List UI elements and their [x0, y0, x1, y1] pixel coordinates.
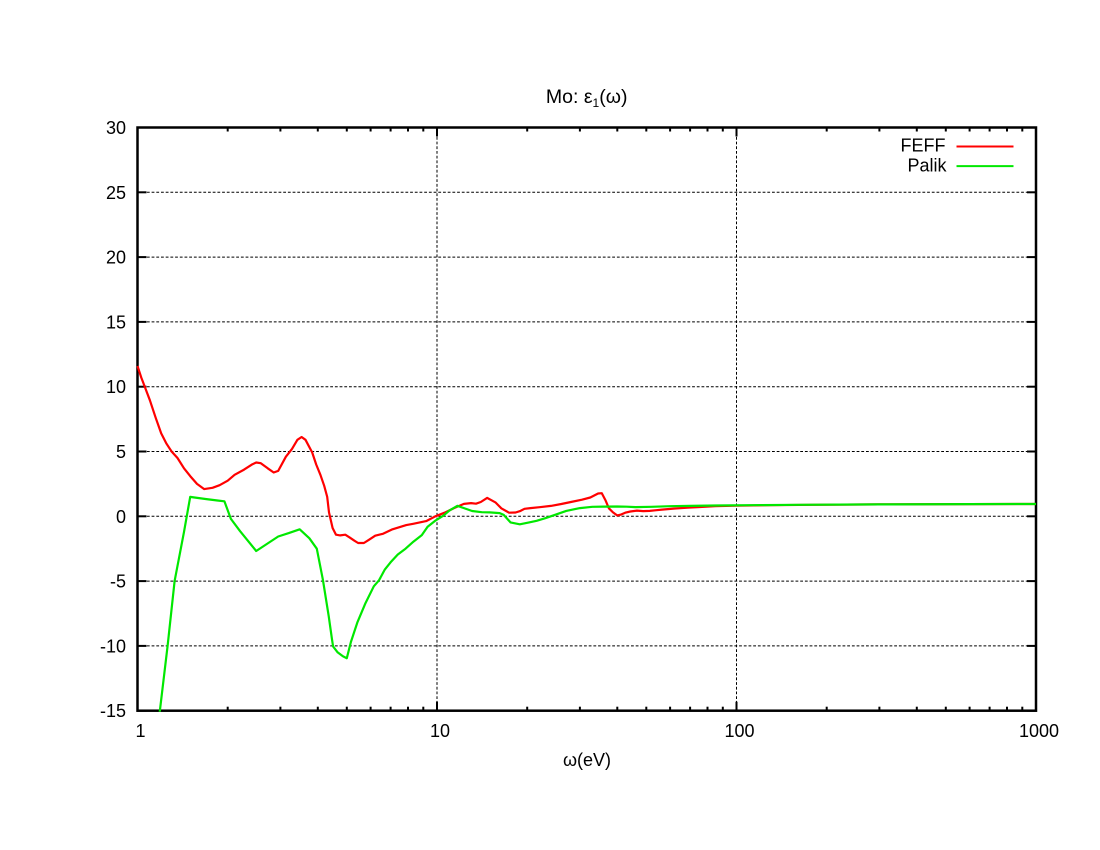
svg-text:Mo: ε1(ω): Mo: ε1(ω) — [546, 86, 628, 110]
svg-text:FEFF: FEFF — [901, 136, 946, 156]
svg-text:30: 30 — [106, 118, 126, 138]
svg-text:0: 0 — [116, 507, 126, 527]
svg-text:100: 100 — [724, 721, 754, 741]
svg-text:15: 15 — [106, 312, 126, 332]
svg-text:-5: -5 — [110, 572, 126, 592]
svg-text:5: 5 — [116, 442, 126, 462]
svg-text:1000: 1000 — [1019, 721, 1059, 741]
svg-text:-15: -15 — [100, 701, 126, 721]
svg-text:10: 10 — [106, 377, 126, 397]
svg-text:ω(eV): ω(eV) — [563, 750, 611, 770]
svg-text:1: 1 — [135, 721, 145, 741]
svg-text:-10: -10 — [100, 636, 126, 656]
svg-text:20: 20 — [106, 248, 126, 268]
svg-text:Palik: Palik — [907, 155, 947, 175]
svg-text:25: 25 — [106, 183, 126, 203]
svg-text:10: 10 — [430, 721, 450, 741]
